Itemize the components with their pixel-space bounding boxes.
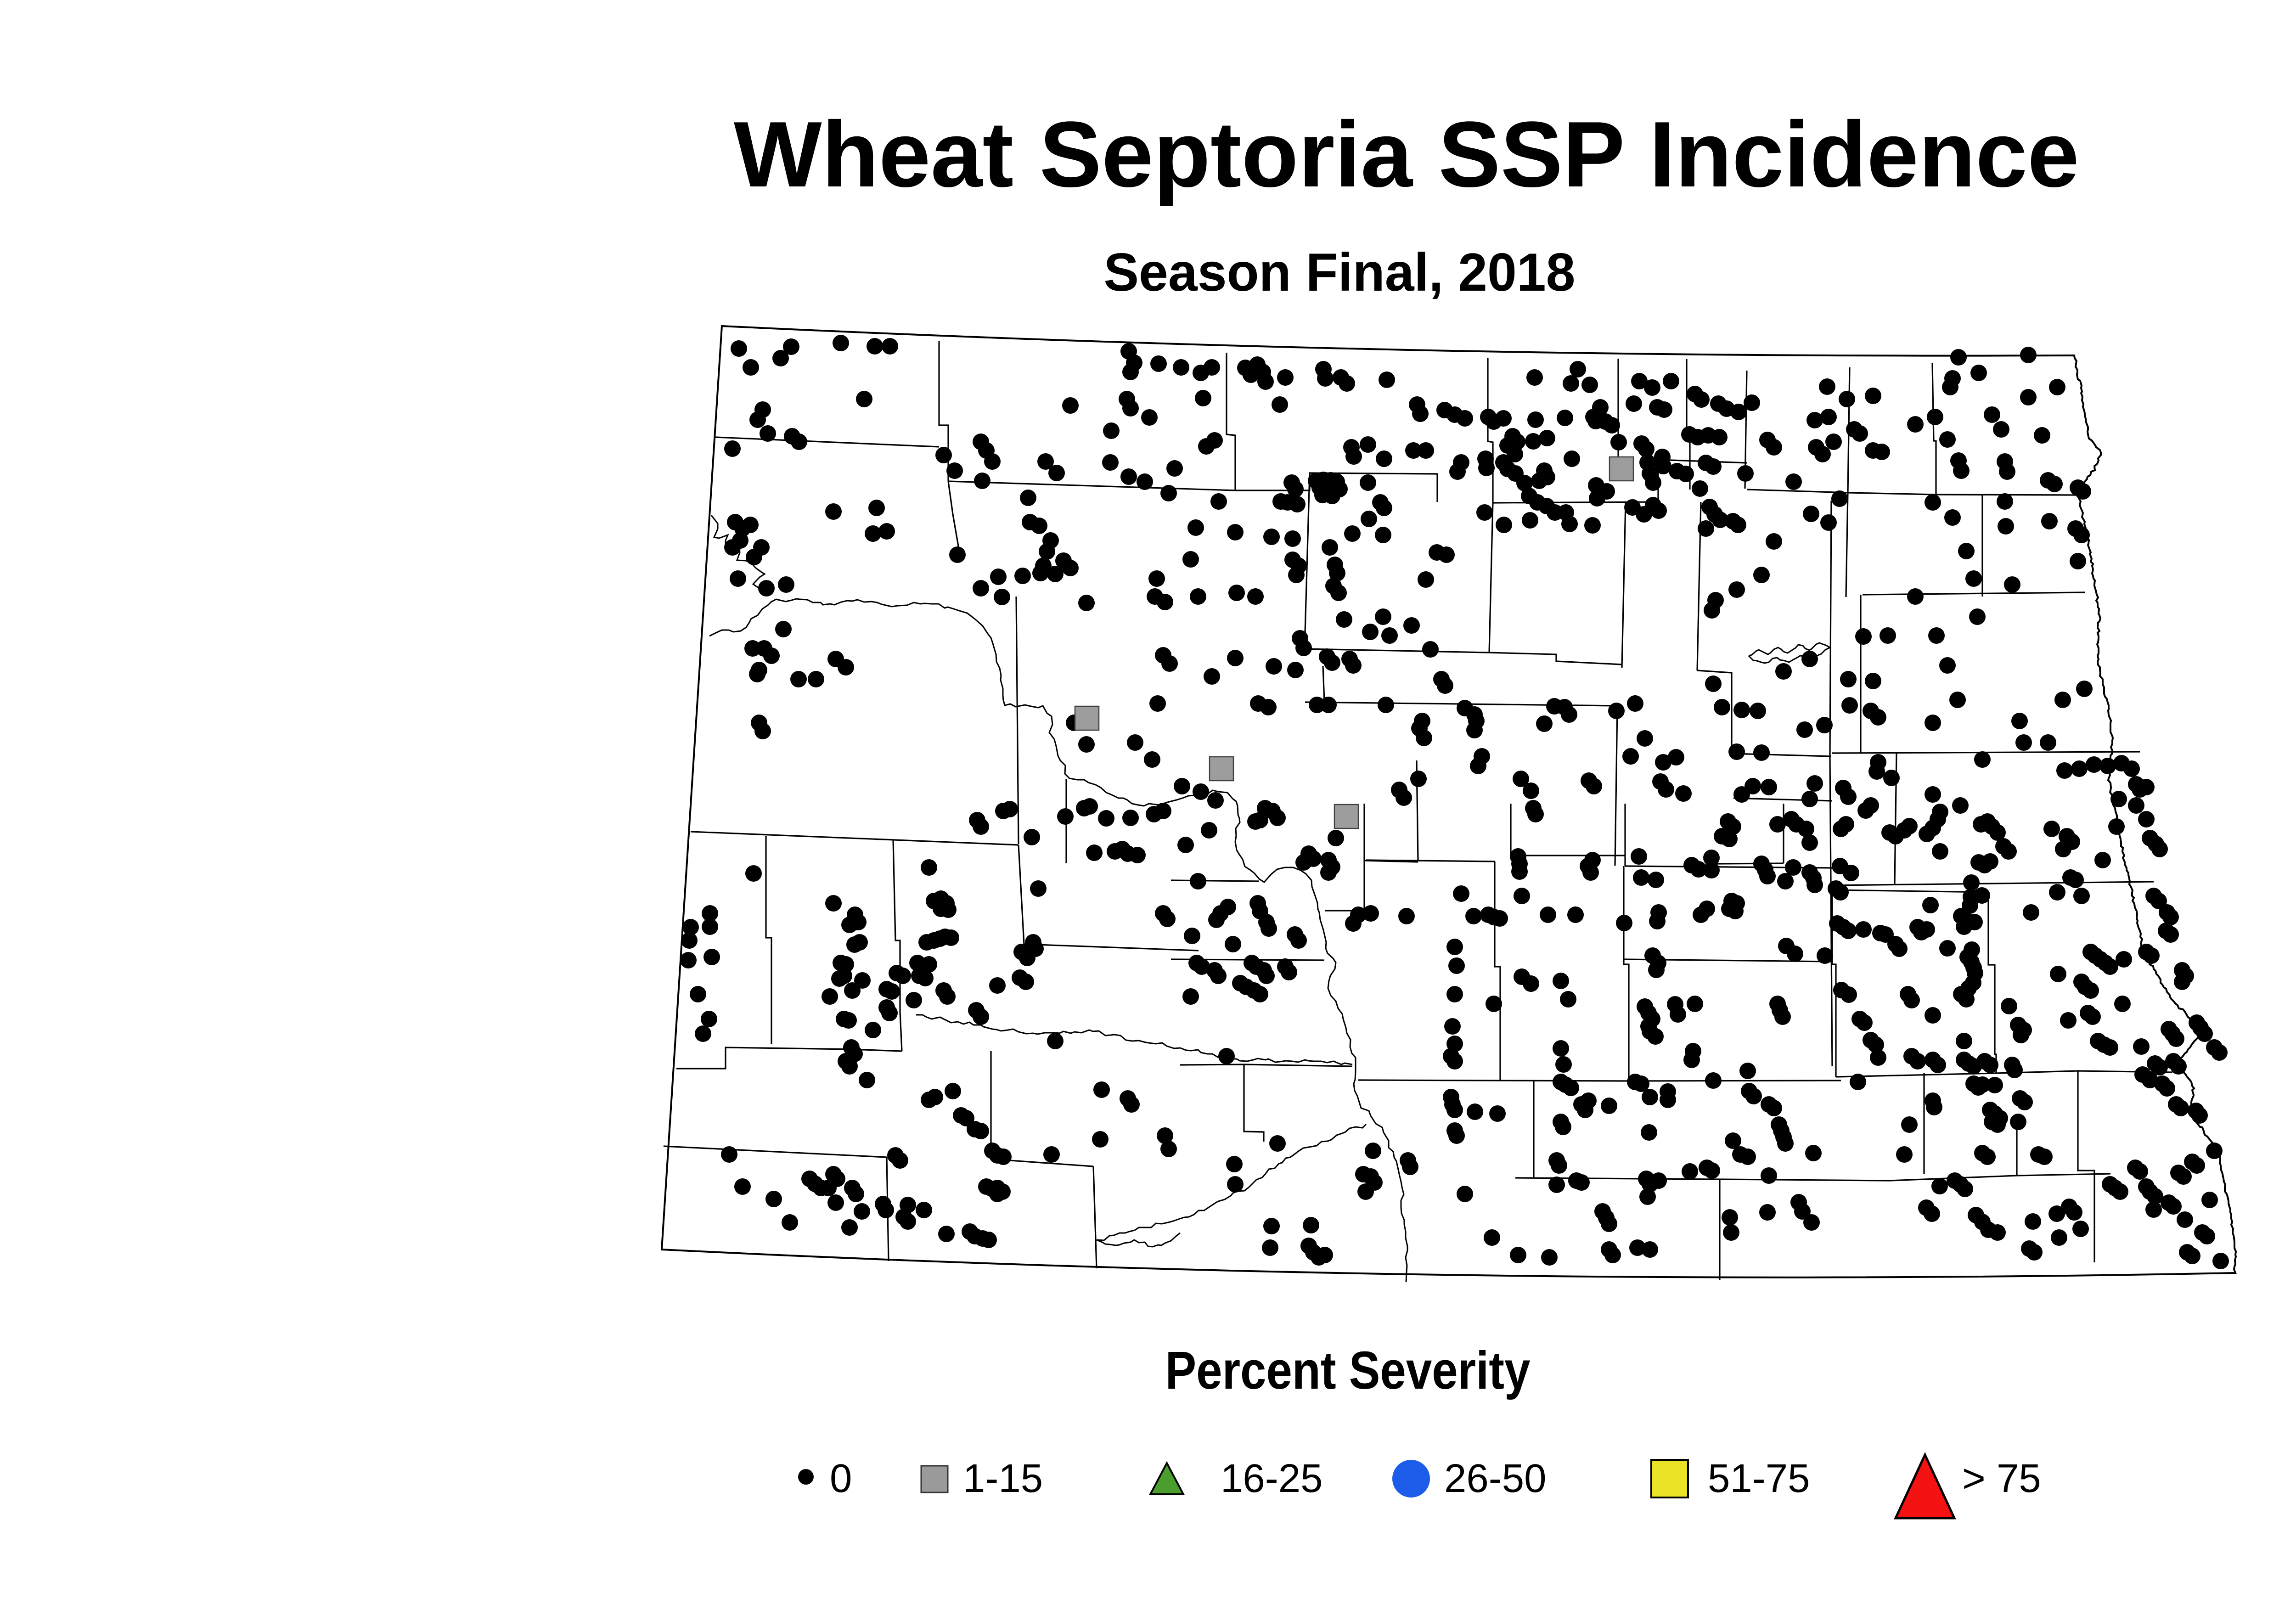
svg-text:1-15: 1-15 xyxy=(963,1456,1043,1501)
svg-text:> 75: > 75 xyxy=(1962,1456,2041,1501)
svg-text:51-75: 51-75 xyxy=(1708,1456,1810,1501)
svg-text:Wheat Septoria SSP Incidence: Wheat Septoria SSP Incidence xyxy=(734,102,2079,207)
svg-text:16-25: 16-25 xyxy=(1221,1456,1323,1501)
svg-text:Percent Severity: Percent Severity xyxy=(1165,1340,1531,1400)
svg-text:26-50: 26-50 xyxy=(1444,1456,1547,1501)
svg-text:Season Final, 2018: Season Final, 2018 xyxy=(1104,242,1576,302)
svg-text:0: 0 xyxy=(830,1456,852,1501)
